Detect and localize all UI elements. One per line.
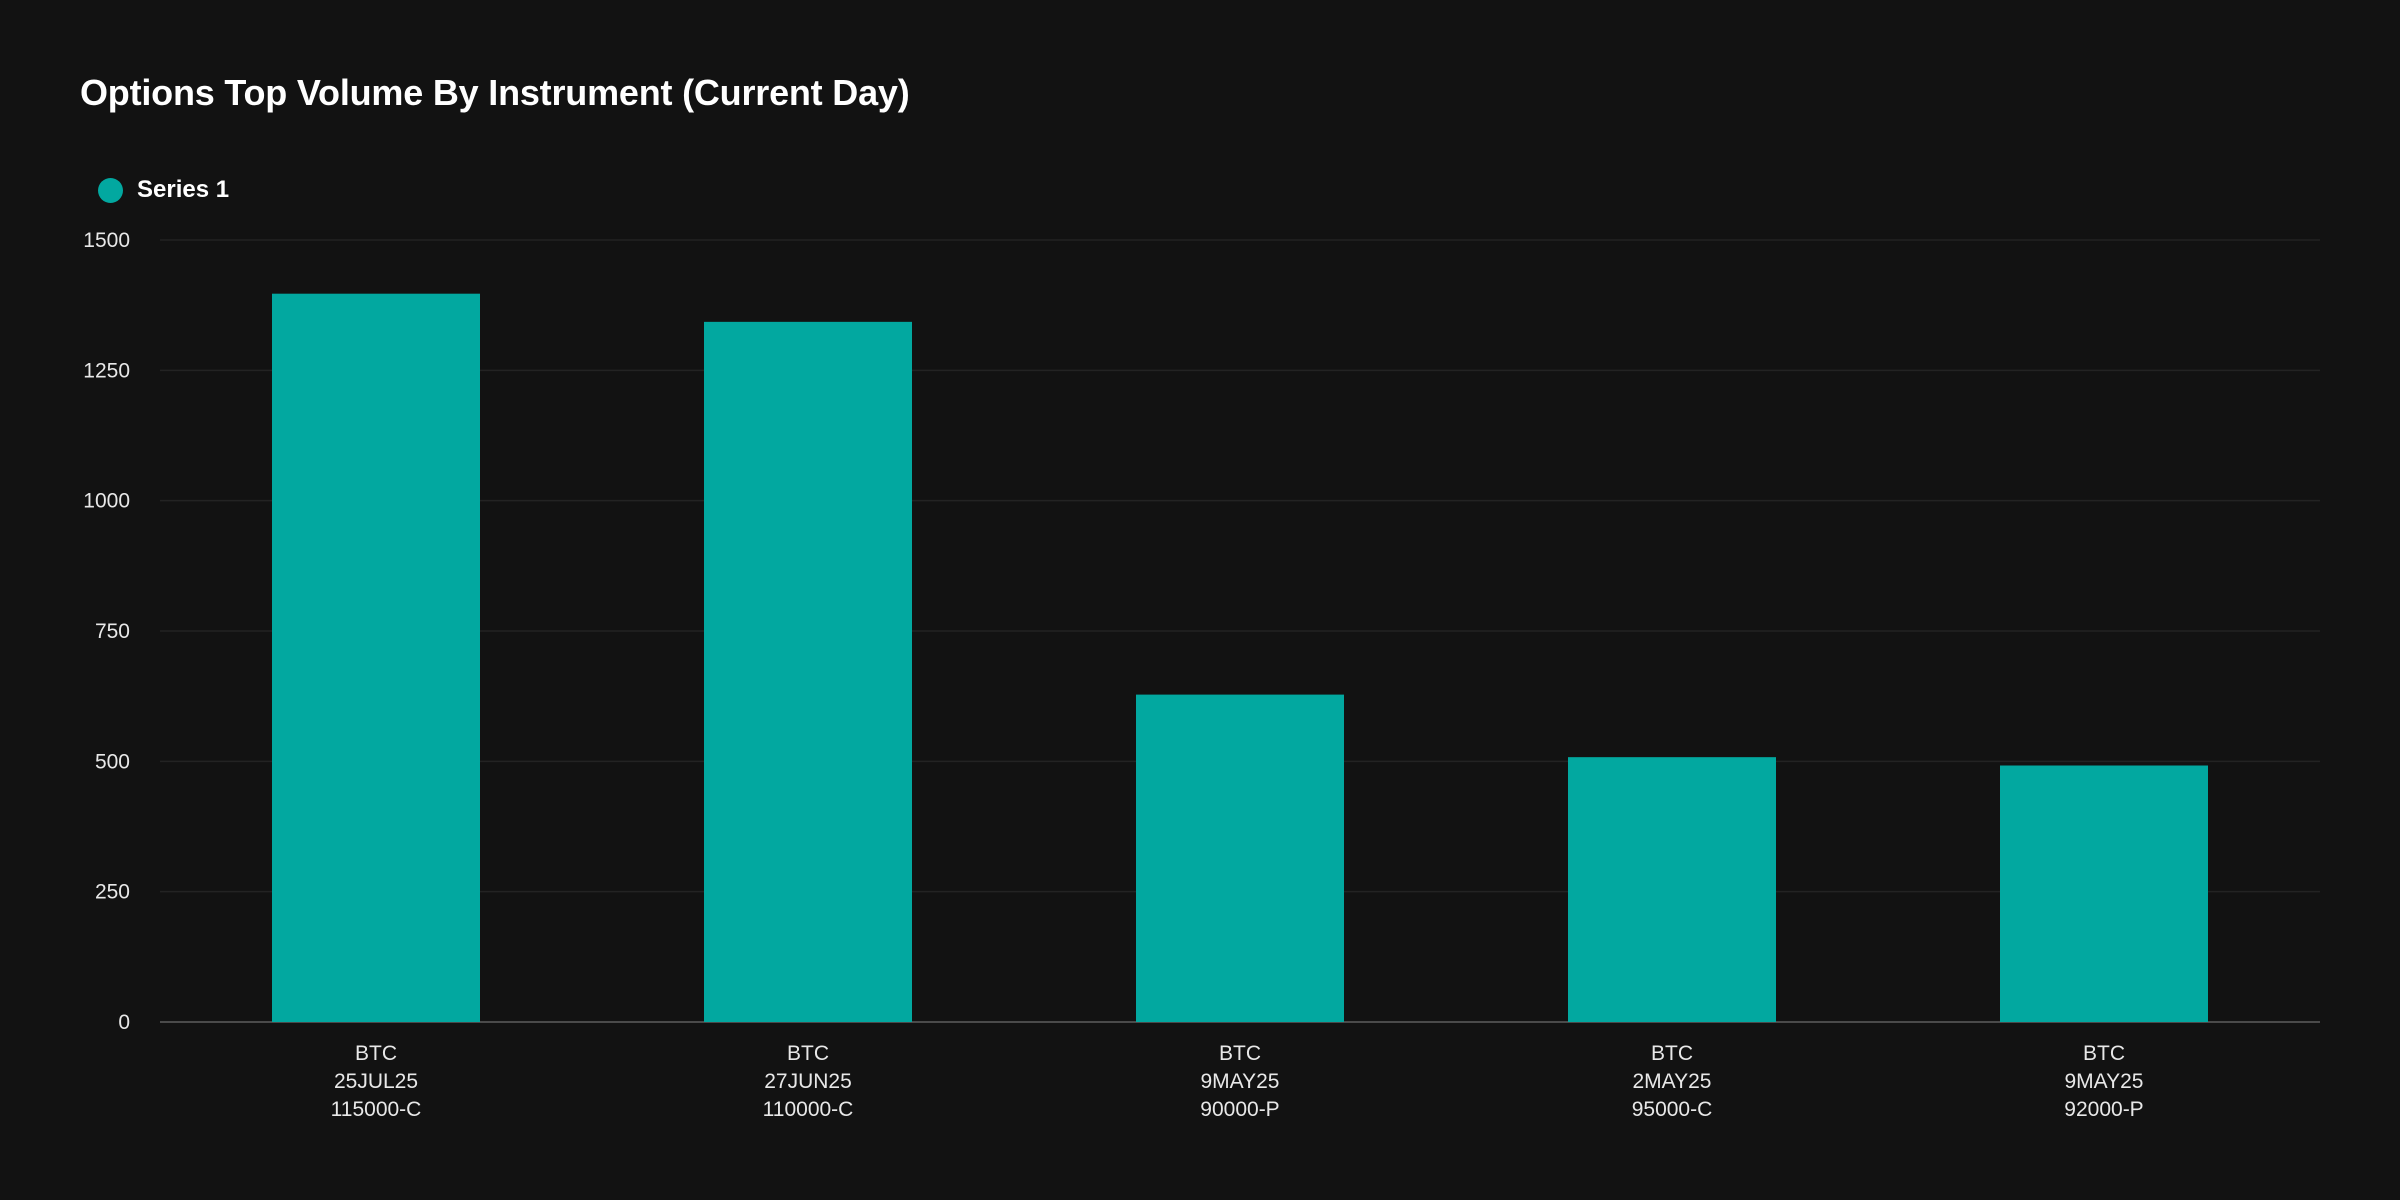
legend[interactable]: Series 1 (98, 176, 229, 204)
x-tick-label-line: BTC (355, 1042, 397, 1065)
legend-label: Series 1 (137, 176, 230, 203)
x-tick-label-line: 90000-P (1200, 1098, 1279, 1121)
x-tick-label-line: 110000-C (763, 1098, 854, 1121)
y-tick-label: 1500 (83, 229, 130, 252)
x-tick-label: BTC 9MAY25 90000-P (1200, 1042, 1279, 1121)
y-tick-label: 250 (95, 881, 130, 904)
x-tick-label: BTC 9MAY25 92000-P (2064, 1042, 2143, 1121)
y-tick-label: 1000 (83, 490, 130, 513)
x-tick-label-line: 27JUN25 (764, 1070, 852, 1093)
bar[interactable] (1136, 694, 1344, 1022)
x-tick-label-line: 115000-C (331, 1098, 422, 1121)
x-tick-label-line: BTC (1219, 1042, 1261, 1065)
x-tick-label-line: BTC (2083, 1042, 2125, 1065)
x-tick-label-line: 95000-C (1632, 1098, 1713, 1121)
bar[interactable] (2000, 765, 2208, 1022)
y-tick-label: 1250 (83, 359, 130, 382)
x-tick-label-line: BTC (1651, 1042, 1693, 1065)
x-tick-label: BTC 2MAY25 95000-C (1632, 1042, 1713, 1121)
y-tick-label: 500 (95, 750, 130, 773)
x-tick-label: BTC 27JUN25 110000-C (763, 1042, 854, 1121)
bar[interactable] (272, 293, 480, 1022)
x-tick-label-line: 9MAY25 (2065, 1070, 2144, 1093)
bar[interactable] (704, 321, 912, 1022)
chart-title: Options Top Volume By Instrument (Curren… (80, 72, 910, 113)
x-tick-label: BTC 25JUL25 115000-C (331, 1042, 422, 1121)
y-tick-label: 0 (118, 1011, 130, 1034)
bar[interactable] (1568, 757, 1776, 1022)
y-tick-label: 750 (95, 620, 130, 643)
x-tick-label-line: BTC (787, 1042, 829, 1065)
legend-swatch-icon (98, 177, 123, 203)
x-tick-label-line: 92000-P (2064, 1098, 2143, 1121)
x-tick-label-line: 2MAY25 (1633, 1070, 1712, 1093)
x-tick-label-line: 25JUL25 (334, 1070, 418, 1093)
x-tick-label-line: 9MAY25 (1201, 1070, 1280, 1093)
